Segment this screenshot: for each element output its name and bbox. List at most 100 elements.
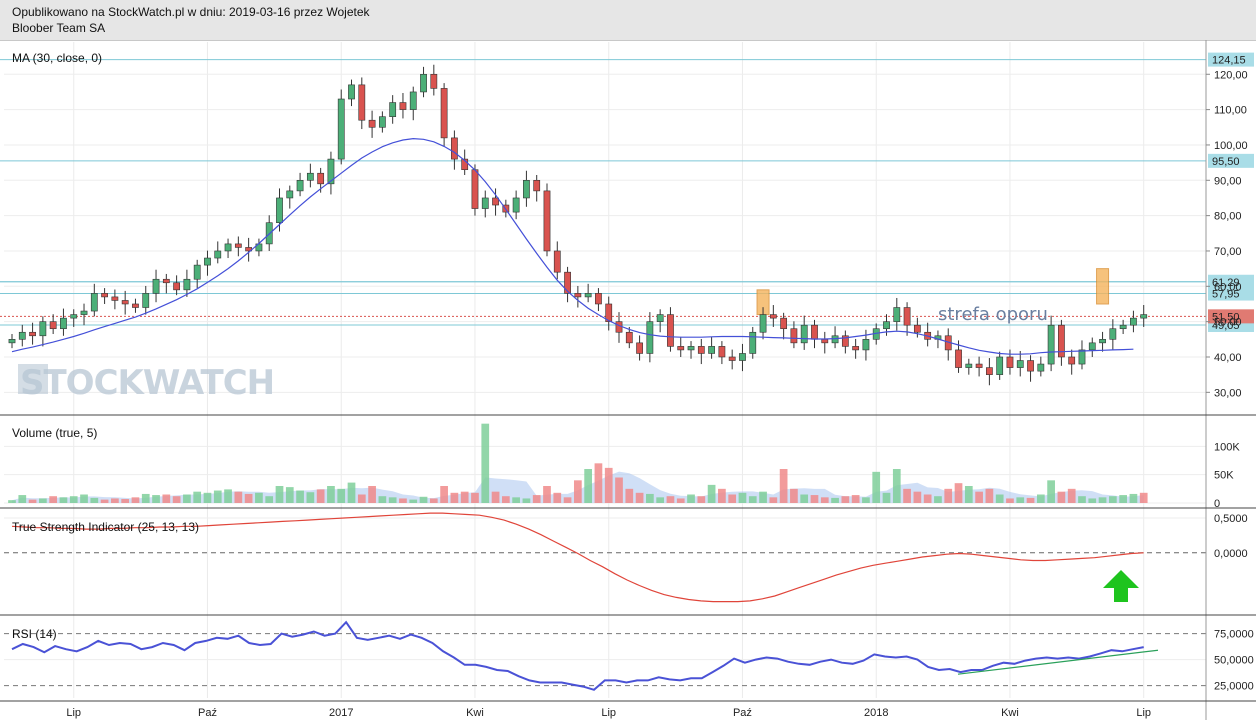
- volume-bar: [1098, 497, 1107, 503]
- volume-bar: [440, 486, 448, 503]
- volume-bar: [255, 492, 263, 503]
- volume-bar: [892, 469, 901, 503]
- candle-body: [8, 339, 16, 344]
- volume-bar: [666, 496, 675, 503]
- candle-body: [1027, 360, 1034, 372]
- candle-body: [697, 346, 705, 354]
- volume-bar: [100, 499, 109, 503]
- candle-body: [193, 264, 201, 280]
- candle-body: [306, 172, 314, 181]
- volume-bar: [913, 491, 922, 503]
- candle-body: [975, 363, 983, 368]
- volume-bar: [522, 498, 531, 503]
- volume-bar: [1016, 497, 1025, 503]
- candle-body: [152, 278, 160, 294]
- candle-body: [286, 190, 294, 199]
- candle-body: [903, 307, 911, 326]
- volume-tick-label: 100K: [1214, 441, 1240, 453]
- rsi-line: [11, 620, 1144, 691]
- volume-bar: [728, 494, 737, 503]
- volume-bar: [1078, 496, 1086, 503]
- candle-body: [533, 179, 541, 192]
- candle-body: [1078, 349, 1086, 365]
- volume-bar: [831, 497, 839, 503]
- candle-body: [543, 190, 551, 252]
- x-tick-label: Lip: [1136, 707, 1151, 719]
- volume-bar: [903, 488, 911, 503]
- horizontal-lines: [0, 52, 1254, 333]
- volume-bar: [934, 496, 942, 503]
- volume-bar: [543, 486, 551, 503]
- volume-bar: [532, 495, 541, 503]
- candle-body: [677, 346, 685, 351]
- volume-bar: [851, 495, 860, 503]
- volume-bar: [862, 497, 870, 503]
- volume-bar: [121, 499, 130, 503]
- candle-body: [29, 331, 36, 337]
- candle-body: [893, 307, 901, 322]
- volume-bar: [419, 496, 428, 503]
- candle-body: [132, 303, 139, 308]
- candle-body: [358, 84, 366, 121]
- candle-body: [1119, 324, 1127, 330]
- candle-body: [718, 346, 726, 358]
- volume-bar: [337, 488, 346, 503]
- volume-bar: [429, 498, 438, 503]
- volume-bar: [39, 498, 47, 503]
- candle-body: [687, 346, 695, 351]
- published-info: Opublikowano na StockWatch.pl w dniu: 20…: [12, 5, 370, 19]
- volume-bar: [1047, 480, 1055, 503]
- volume-bar: [923, 494, 932, 503]
- volume-bar: [8, 500, 16, 503]
- volume-bar: [800, 494, 809, 503]
- volume-bar: [810, 495, 819, 503]
- level-label-box: [1208, 153, 1254, 168]
- volume-bar: [759, 491, 767, 503]
- highlight-box: [1096, 268, 1110, 305]
- x-tick-label: 2017: [329, 707, 353, 719]
- candle-body: [224, 243, 232, 252]
- volume-bar: [193, 491, 202, 503]
- ticker-name: Bloober Team SA: [12, 21, 106, 35]
- volume-bar: [584, 469, 593, 503]
- candle-body: [790, 328, 798, 344]
- volume-bar: [213, 490, 222, 503]
- volume-bar: [882, 492, 891, 503]
- price-panel: STOCKWATCH: [8, 64, 1148, 403]
- volume-bar: [162, 494, 171, 503]
- candle-body: [1088, 342, 1096, 351]
- volume-bar: [872, 471, 881, 503]
- candle-body: [584, 293, 592, 298]
- candle-body: [1099, 339, 1106, 344]
- up-arrow-icon: [1103, 570, 1139, 602]
- volume-bar: [646, 493, 654, 503]
- price-tick-label: 70,00: [1214, 246, 1242, 258]
- volume-bar: [1006, 498, 1014, 503]
- volume-bar: [635, 492, 644, 503]
- volume-bar: [347, 482, 356, 503]
- volume-bar: [1119, 495, 1127, 503]
- volume-bar: [964, 486, 973, 503]
- candle-body: [913, 324, 921, 333]
- volume-bar: [1088, 498, 1097, 503]
- volume-bar: [769, 497, 778, 503]
- volume-bar: [790, 488, 798, 503]
- candle-body: [595, 293, 602, 305]
- candle-body: [337, 98, 345, 160]
- tsi-tick-label: 0,0000: [1214, 548, 1248, 560]
- candle-body: [831, 335, 839, 344]
- candle-body: [811, 324, 818, 340]
- volume-bar: [265, 496, 274, 503]
- volume-bar: [460, 491, 469, 503]
- candle-body: [1058, 324, 1065, 358]
- candle-body: [883, 321, 890, 330]
- candle-body: [80, 310, 88, 315]
- volume-bar: [224, 489, 232, 503]
- candle-body: [276, 197, 283, 223]
- tsi-line: [11, 512, 1144, 603]
- level-label-box: [1208, 52, 1254, 67]
- rsi-trendline: [957, 649, 1159, 675]
- volume-bar: [573, 480, 582, 503]
- level-label: 95,50: [1212, 156, 1240, 168]
- volume-bar: [1026, 497, 1035, 503]
